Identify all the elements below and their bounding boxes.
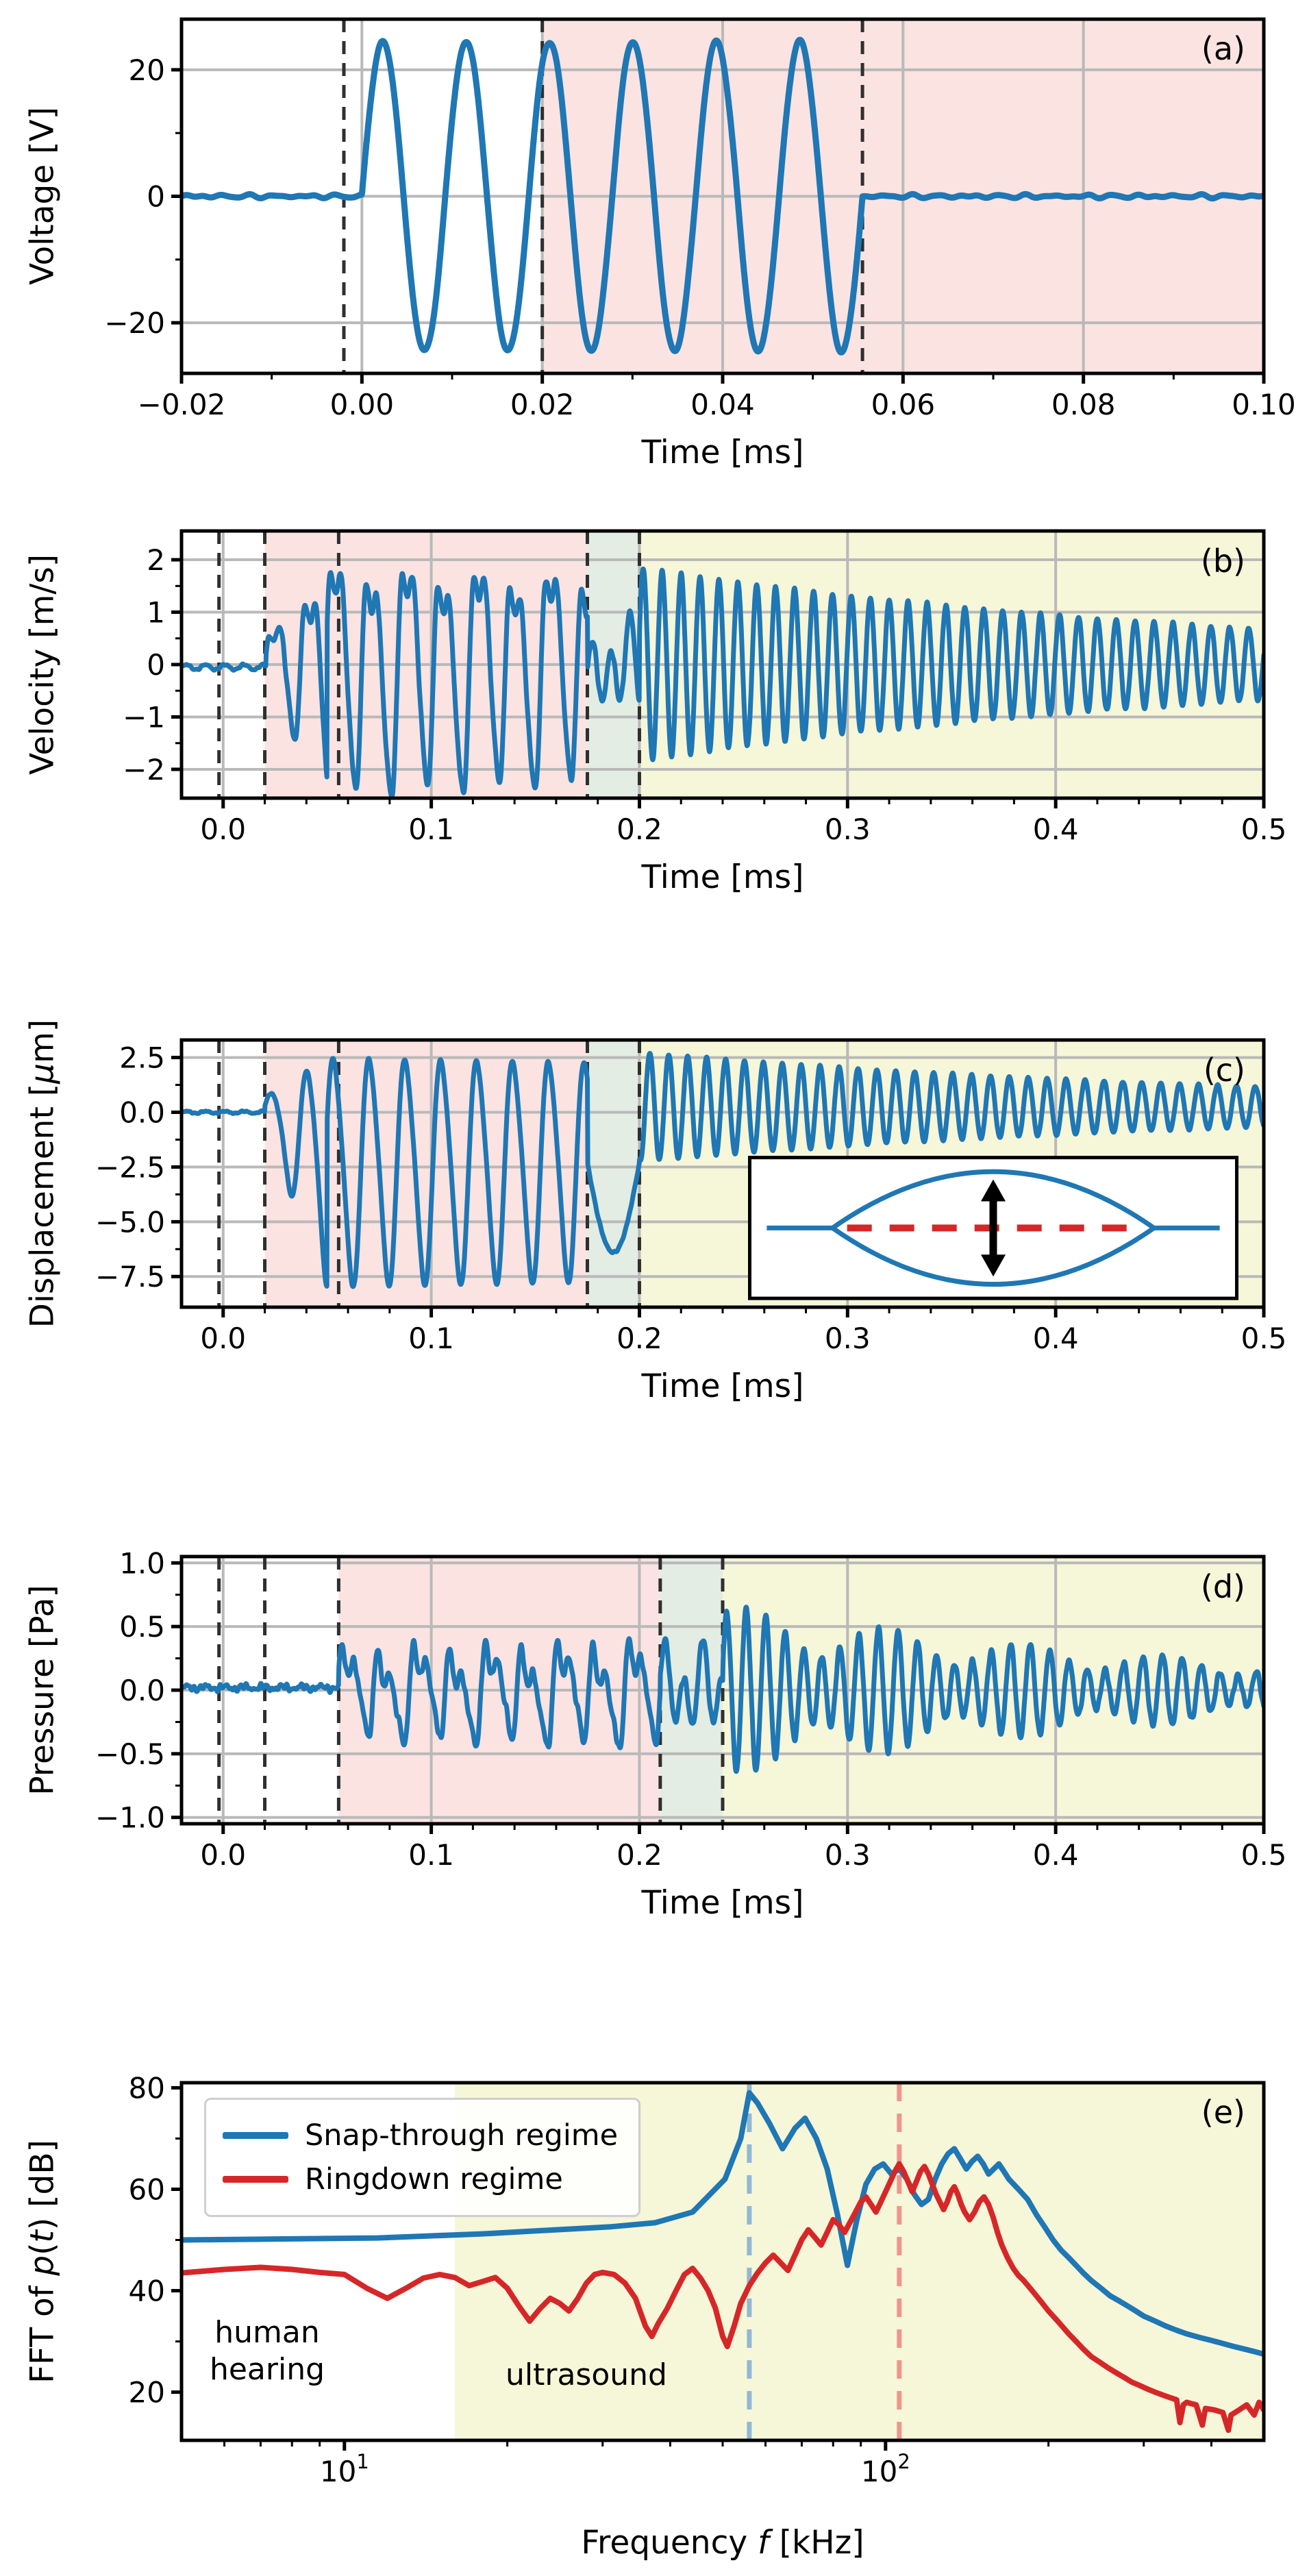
panel-b: 0.0 0.1 0.2 0.3 0.4 0.5 2 1 0 −1 −2 [123,529,1287,846]
x-tick-label: 0.5 [1241,813,1287,846]
x-tick-label: 0.06 [871,388,936,421]
y-tick-label: −2.5 [95,1150,165,1184]
y-tick-label: −5.0 [95,1205,165,1239]
legend: Snap-through regime Ringdown regime [204,2098,641,2217]
x-tick-label: 0.3 [825,1322,871,1355]
x-axis-label-d: Time [ms] [641,1884,804,1922]
x-tick-label: −0.02 [138,388,226,421]
legend-line-red-icon [223,2176,288,2183]
x-tick-label: 0.1 [408,1322,454,1355]
y-tick-label: 0.5 [119,1610,165,1644]
x-tick-label: 0.02 [510,388,575,421]
y-tick-label: −2 [123,753,165,787]
signal-trace-b [182,566,1264,798]
x-tick-label: 0.4 [1033,813,1079,846]
y-tick-label: 0 [147,180,165,214]
y-tick-label: 1 [147,596,165,630]
y-tick-label: 1.0 [119,1546,165,1580]
x-tick-label: 0.5 [1241,1838,1287,1872]
oscillation-arrow-head-down [981,1254,1006,1277]
annotation-human-line1: human [214,2315,320,2350]
x-tick-label: 0.4 [1033,1322,1079,1355]
legend-label-snap-through: Snap-through regime [305,2118,619,2153]
x-axis-label-c: Time [ms] [641,1367,804,1405]
y-tick-label: −20 [104,306,165,340]
y-tick-label: 2 [147,543,165,577]
x-tick-label: 0.00 [330,388,395,421]
panel-label-c: (c) [1203,1052,1245,1089]
y-axis-label-c: Displacement [μm] [23,1019,62,1328]
x-tick-label: 0.3 [825,1838,871,1872]
y-axis-label-d: Pressure [Pa] [23,1585,62,1796]
series-ringdown-regime [182,2161,1264,2433]
y-tick-label: 0 [147,648,165,682]
region-transition-regime [587,1040,640,1307]
x-axis-label-e: Frequency f [kHz] [581,2524,864,2562]
x-tick-label: 102 [861,2450,910,2488]
legend-item-snap-through: Snap-through regime [223,2114,618,2157]
annotation-ultrasound: ultrasound [506,2357,667,2394]
y-axis-label-a: Voltage [V] [23,106,62,286]
x-tick-label: 0.0 [200,1838,246,1872]
y-tick-label: −1 [123,700,165,734]
x-tick-label: 0.08 [1051,388,1116,421]
legend-item-ringdown: Ringdown regime [223,2157,618,2201]
annotation-human-line2: hearing [209,2351,325,2387]
x-tick-label: 0.5 [1241,1322,1287,1355]
x-tick-label: 0.0 [200,1322,246,1355]
x-tick-label: 101 [320,2450,369,2488]
y-tick-label: −1.0 [95,1801,165,1835]
x-tick-label: 0.2 [616,1322,662,1355]
x-tick-label: 0.04 [690,388,755,421]
panel-label-a: (a) [1201,30,1245,67]
membrane-lens-shape [831,1169,1156,1287]
panel-label-b: (b) [1200,543,1245,580]
inset-membrane-diagram [748,1156,1238,1300]
panel-label-d: (d) [1200,1568,1245,1605]
y-tick-label: 60 [129,2172,165,2206]
legend-label-ringdown: Ringdown regime [305,2162,563,2196]
signal-trace-c [182,1051,1264,1289]
panel-d: 0.0 0.1 0.2 0.3 0.4 0.5 1.0 0.5 0.0 −0.5 −1.0 [95,1546,1286,1872]
y-tick-label: 0.0 [119,1095,165,1129]
panel-a: −0.02 0.00 0.02 0.04 0.06 0.08 0.10 20 0 −20 [104,17,1296,421]
x-tick-label: 0.4 [1033,1838,1079,1872]
x-tick-label: 0.10 [1232,388,1296,421]
oscillation-arrow-head-up [981,1179,1006,1202]
annotation-ultrasound-line1: ultrasound [506,2357,667,2392]
x-axis-label-a: Time [ms] [641,434,804,471]
y-axis-label-b: Velocity [m/s] [23,554,62,776]
series-snap-through-regime [182,2090,1264,2357]
x-tick-label: 0.3 [825,813,871,846]
y-tick-label: −0.5 [95,1737,165,1771]
x-axis-label-b: Time [ms] [641,858,804,896]
y-tick-label: 0.0 [119,1674,165,1707]
y-tick-label: 2.5 [119,1041,165,1075]
annotation-human-hearing: human hearing [210,2314,325,2388]
x-tick-label: 0.2 [616,1838,662,1872]
x-tick-label: 0.1 [408,813,454,846]
legend-line-blue-icon [223,2132,288,2139]
y-tick-label: 80 [129,2071,165,2105]
y-tick-label: 20 [129,53,165,87]
y-tick-label: 40 [129,2275,165,2308]
y-tick-label: 20 [129,2376,165,2410]
signal-trace-a [182,36,1264,356]
x-tick-label: 0.1 [408,1838,454,1872]
panel-label-e: (e) [1201,2094,1245,2131]
signal-trace-d [182,1605,1264,1774]
x-tick-label: 0.0 [200,813,246,846]
panel-c: 0.0 0.1 0.2 0.3 0.4 0.5 2.5 0.0 −2.5 −5.0 −7.5 [95,1038,1287,1355]
y-tick-label: −7.5 [95,1260,165,1293]
y-axis-label-e: FFT of p(t) [dB] [23,2140,62,2383]
x-tick-label: 0.2 [616,813,662,846]
